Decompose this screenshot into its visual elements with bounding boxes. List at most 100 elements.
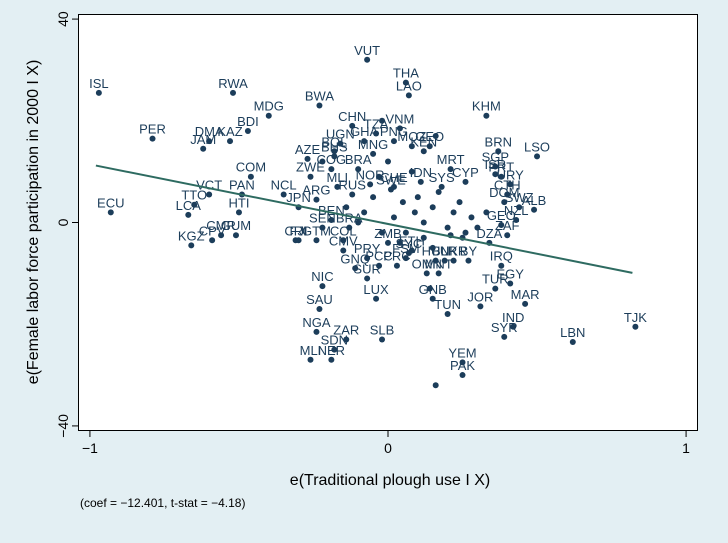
data-point (447, 166, 454, 173)
data-point (295, 237, 302, 244)
data-point (450, 257, 457, 264)
x-axis-title: e(Traditional plough use I X) (290, 472, 490, 489)
point-label: LUX (363, 282, 389, 297)
point-label: ZWE (296, 160, 325, 175)
point-label: IRQ (490, 249, 513, 264)
data-point (313, 196, 320, 203)
point-label: CMV (329, 233, 358, 248)
point-label: NGA (302, 315, 331, 330)
data-point (331, 153, 338, 160)
point-label: SYS (429, 170, 455, 185)
point-label: FSM (392, 241, 419, 256)
data-point (426, 285, 433, 292)
point-label: KEN (410, 134, 437, 149)
data-point (387, 186, 394, 193)
data-point (483, 112, 490, 119)
data-point (441, 257, 448, 264)
data-point (411, 209, 418, 216)
point-label: TJK (624, 310, 647, 325)
data-point (316, 102, 323, 109)
point-label: CMR (206, 218, 236, 233)
data-point (396, 239, 403, 246)
data-point (331, 148, 338, 155)
data-point (444, 224, 451, 231)
data-point (417, 178, 424, 185)
plot-area (78, 14, 698, 431)
point-label: PRY (354, 241, 381, 256)
point-label: OMN (412, 256, 442, 271)
data-point (507, 280, 514, 287)
point-label: SEN (309, 211, 336, 226)
point-label: KGZ (178, 228, 205, 243)
data-point (516, 204, 523, 211)
data-point (244, 127, 251, 134)
y-tick-label: 40 (55, 11, 71, 27)
point-label: SLB (370, 322, 395, 337)
data-point (206, 138, 213, 145)
point-label: LSO (524, 139, 550, 154)
data-point (361, 209, 368, 216)
data-point (307, 173, 314, 180)
data-point (390, 138, 397, 145)
point-label: SWZ (505, 190, 534, 205)
point-label: MAR (511, 287, 540, 302)
data-point (319, 224, 326, 231)
point-label: ISL (89, 76, 109, 91)
point-label: GEO (487, 208, 516, 223)
data-point (498, 222, 505, 229)
point-label: LCA (176, 198, 202, 213)
data-point (379, 117, 386, 124)
point-label: MOZ (397, 129, 426, 144)
data-point (304, 155, 311, 162)
point-label: ZMB (374, 226, 401, 241)
point-label: BRN (485, 134, 512, 149)
data-point (385, 158, 391, 165)
x-tick-label: 1 (682, 440, 690, 456)
data-point (435, 270, 442, 277)
data-point (340, 237, 347, 244)
data-point (265, 112, 272, 119)
point-label: COL (330, 223, 357, 238)
data-point (459, 359, 466, 366)
point-label: JAM (190, 132, 216, 147)
point-label: CPV (199, 223, 226, 238)
data-point (531, 206, 538, 213)
point-label: NER (318, 343, 345, 358)
x-tick-label: −1 (82, 440, 98, 456)
point-label: TUR (482, 272, 509, 287)
data-point (319, 158, 326, 165)
point-label: PCC (365, 249, 392, 264)
point-label: ALB (522, 193, 547, 208)
data-point (474, 224, 481, 231)
point-label: UKR (440, 244, 467, 259)
data-point (492, 171, 499, 178)
point-label: CYP (452, 165, 479, 180)
point-label: ARG (302, 183, 330, 198)
point-label: GEO (415, 129, 444, 144)
data-point (507, 181, 514, 188)
point-label: VUT (354, 43, 380, 58)
point-label: SDN (321, 333, 348, 348)
data-point (367, 181, 374, 188)
data-point (420, 148, 427, 155)
data-point (423, 270, 430, 277)
point-label: CHE (380, 170, 408, 185)
point-label: DOM (489, 185, 519, 200)
data-point (420, 234, 427, 241)
data-point (390, 214, 397, 221)
point-label: COM (236, 160, 266, 175)
point-label: RWA (218, 76, 248, 91)
data-point (492, 163, 499, 170)
point-label: RUS (339, 178, 367, 193)
point-label: IDN (410, 165, 432, 180)
data-point (247, 173, 254, 180)
data-point (468, 214, 475, 221)
point-label: LAO (396, 78, 422, 93)
point-label: MRT (437, 152, 465, 167)
data-point (405, 250, 412, 257)
data-point (235, 209, 242, 216)
data-point (355, 219, 362, 226)
data-point (376, 173, 383, 180)
